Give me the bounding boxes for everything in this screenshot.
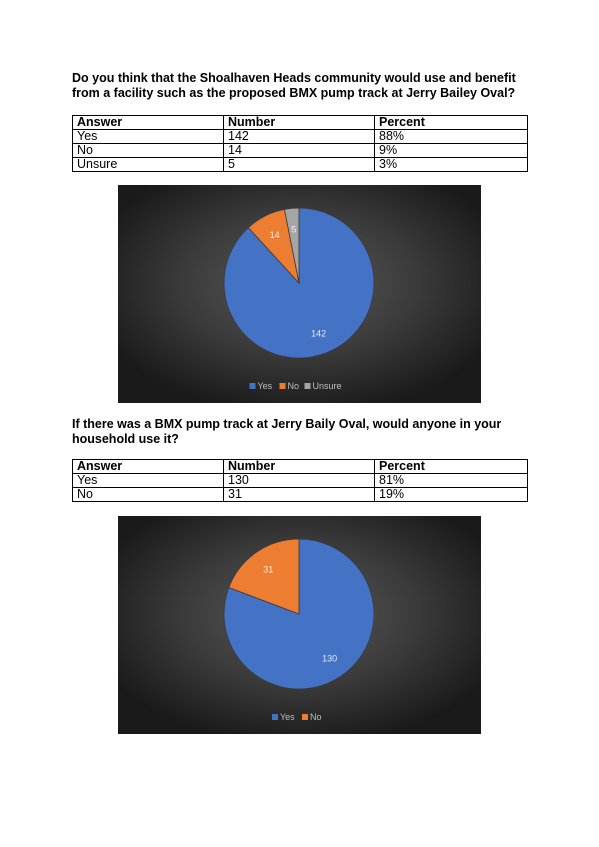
- cell-answer: Yes: [72, 129, 224, 144]
- cell-number: 31: [223, 487, 375, 502]
- cell-answer: No: [72, 487, 224, 502]
- header-percent: Percent: [374, 115, 528, 130]
- pie-slice-no: [228, 538, 300, 615]
- cell-answer: Unsure: [72, 157, 224, 172]
- legend-swatch-yes: [272, 714, 278, 720]
- pie-chart-2: 130 31 Yes No: [118, 516, 481, 734]
- cell-number: 142: [223, 129, 375, 144]
- data-label-no: 31: [263, 565, 273, 575]
- header-answer: Answer: [72, 115, 224, 130]
- table-row: Yes 142 88%: [72, 129, 528, 144]
- pie-chart-1: 142 14 5 Yes No Unsure: [118, 185, 481, 403]
- cell-percent: 9%: [374, 143, 528, 158]
- cell-percent: 88%: [374, 129, 528, 144]
- legend-label-no: No: [288, 381, 300, 391]
- data-label-yes: 142: [311, 328, 326, 338]
- legend-swatch-no: [279, 383, 286, 389]
- cell-percent: 19%: [374, 487, 528, 502]
- header-number: Number: [223, 115, 375, 130]
- question-1: Do you think that the Shoalhaven Heads c…: [72, 71, 516, 100]
- table-header-row: Answer Number Percent: [72, 459, 528, 474]
- table-header-row: Answer Number Percent: [72, 115, 528, 130]
- cell-percent: 3%: [374, 157, 528, 172]
- question-2: If there was a BMX pump track at Jerry B…: [72, 417, 502, 446]
- header-number: Number: [223, 459, 375, 474]
- data-label-unsure: 5: [291, 224, 296, 234]
- table-row: No 14 9%: [72, 143, 528, 158]
- cell-number: 14: [223, 143, 375, 158]
- data-label-yes: 130: [322, 653, 337, 663]
- legend-label-yes: Yes: [258, 381, 273, 391]
- results-table-2: Answer Number Percent Yes 130 81% No 31 …: [72, 459, 528, 502]
- table-row: Unsure 5 3%: [72, 157, 528, 172]
- data-label-no: 14: [270, 230, 280, 240]
- header-answer: Answer: [72, 459, 224, 474]
- legend-swatch-unsure: [304, 383, 311, 389]
- cell-number: 5: [223, 157, 375, 172]
- cell-number: 130: [223, 473, 375, 488]
- cell-answer: No: [72, 143, 224, 158]
- pie-slice-unsure: [283, 207, 300, 284]
- legend-label-no: No: [310, 712, 322, 722]
- pie-chart-1-svg: 142 14 5 Yes No Unsure: [118, 185, 481, 403]
- legend-label-unsure: Unsure: [313, 381, 342, 391]
- results-table-1: Answer Number Percent Yes 142 88% No 14 …: [72, 115, 528, 172]
- table-row: No 31 19%: [72, 487, 528, 502]
- legend-swatch-yes: [249, 383, 256, 389]
- cell-answer: Yes: [72, 473, 224, 488]
- header-percent: Percent: [374, 459, 528, 474]
- table-row: Yes 130 81%: [72, 473, 528, 488]
- legend-swatch-no: [302, 714, 308, 720]
- cell-percent: 81%: [374, 473, 528, 488]
- legend-label-yes: Yes: [280, 712, 295, 722]
- pie-chart-2-svg: 130 31 Yes No: [118, 516, 481, 734]
